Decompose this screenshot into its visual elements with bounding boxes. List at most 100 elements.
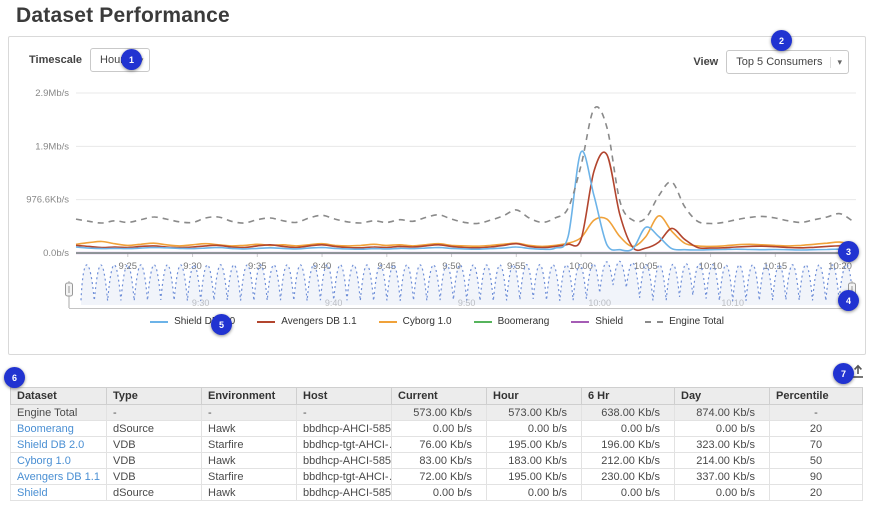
series-engine-total [75, 106, 854, 225]
series-cyborg-1-0 [75, 215, 854, 248]
cell-type: VDB [106, 436, 202, 453]
legend-label: Boomerang [497, 316, 550, 327]
cell-current: 0.00 b/s [391, 420, 487, 437]
performance-chart: 0.0b/s 976.6Kb/s 1.9Mb/s 2.9Mb/s 9:25 9:30 9:3… [26, 88, 856, 309]
brush-tick-label: 10:00 [588, 298, 611, 308]
cell-percentile: 90 [769, 468, 863, 485]
x-axis-label: 9:45 [378, 261, 397, 272]
cell-host: bbdhcp-tgt-AHCI-… [296, 468, 392, 485]
x-axis-label: 9:35 [248, 261, 267, 272]
view-select[interactable]: Top 5 Consumers ▾ [726, 50, 849, 74]
cell-percentile: - [769, 404, 863, 421]
column-header-host[interactable]: Host [296, 387, 392, 405]
column-header-6-hr[interactable]: 6 Hr [581, 387, 675, 405]
cell-hour: 183.00 Kb/s [486, 452, 582, 469]
cell-day: 0.00 b/s [674, 484, 770, 501]
callout-badge-4: 4 [838, 290, 859, 311]
timescale-label: Timescale [29, 54, 83, 66]
cell-percentile: 20 [769, 484, 863, 501]
callout-badge-5: 5 [211, 314, 232, 335]
column-header-current[interactable]: Current [391, 387, 487, 405]
dataset-link[interactable]: Shield [17, 486, 48, 499]
cell-current: 72.00 Kb/s [391, 468, 487, 485]
page-title: Dataset Performance [16, 4, 230, 27]
y-axis-label: 0.0b/s [43, 248, 69, 259]
cell-host: bbdhcp-AHCI-585… [296, 420, 392, 437]
callout-badge-6: 6 [4, 367, 25, 388]
cell-host: bbdhcp-AHCI-585… [296, 452, 392, 469]
column-header-type[interactable]: Type [106, 387, 202, 405]
cell-type: VDB [106, 452, 202, 469]
cell-day: 0.00 b/s [674, 420, 770, 437]
cell-percentile: 70 [769, 436, 863, 453]
cell-type: dSource [106, 484, 202, 501]
dataset-link[interactable]: Cyborg 1.0 [17, 454, 71, 467]
cell-dataset: Engine Total [10, 404, 107, 421]
cell-type: dSource [106, 420, 202, 437]
y-axis-label: 976.6Kb/s [26, 195, 69, 206]
legend-item-boomerang[interactable]: Boomerang [473, 316, 550, 327]
brush-line [80, 260, 853, 301]
table-row: BoomerangdSourceHawkbbdhcp-AHCI-585…0.00… [10, 420, 863, 437]
view-label: View [693, 56, 719, 68]
legend-item-engine-total[interactable]: Engine Total [645, 316, 724, 327]
brush-handle-left[interactable] [65, 282, 73, 297]
cell-hour: 573.00 Kb/s [486, 404, 582, 421]
cell-dataset: Boomerang [10, 420, 107, 437]
x-axis-label: 10:00 [569, 261, 593, 272]
callout-badge-2: 2 [771, 30, 792, 51]
column-header-hour[interactable]: Hour [486, 387, 582, 405]
brush-tick-label: 9:30 [192, 298, 210, 308]
dataset-table: Dataset Type Environment Host Current Hour 6 H… [10, 387, 863, 501]
table-header-row: Dataset Type Environment Host Current Hour 6 H… [10, 387, 863, 405]
legend-item-cyborg-1-0[interactable]: Cyborg 1.0 [378, 316, 452, 327]
legend-item-shield[interactable]: Shield [571, 316, 623, 327]
callout-badge-1: 1 [121, 49, 142, 70]
dataset-link[interactable]: Boomerang [17, 422, 74, 435]
callout-badge-3: 3 [838, 241, 859, 262]
series-shield-db-2-0 [75, 150, 854, 252]
cell-current: 573.00 Kb/s [391, 404, 487, 421]
cell-6-hr: 0.00 b/s [581, 484, 675, 501]
x-axis-label: 9:50 [442, 261, 461, 272]
table-row: Engine Total - - -573.00 Kb/s 573.00 Kb/s 638… [10, 404, 863, 421]
legend-item-shield-db-2-0[interactable]: Shield DB 2.0 [150, 316, 235, 327]
cell-day: 214.00 Kb/s [674, 452, 770, 469]
cell-current: 83.00 Kb/s [391, 452, 487, 469]
column-header-environment[interactable]: Environment [201, 387, 297, 405]
brush-tick-label: 9:50 [458, 298, 476, 308]
cell-environment: Starfire [201, 436, 297, 453]
legend-item-avengers-db-1-1[interactable]: Avengers DB 1.1 [257, 316, 357, 327]
cell-dataset: Shield DB 2.0 [10, 436, 107, 453]
column-header-dataset[interactable]: Dataset [10, 387, 107, 405]
column-header-day[interactable]: Day [674, 387, 770, 405]
legend-label: Engine Total [669, 316, 724, 327]
cell-day: 874.00 Kb/s [674, 404, 770, 421]
view-control: View Top 5 Consumers ▾ [693, 50, 849, 74]
cell-host: - [296, 404, 392, 421]
callout-badge-7: 7 [833, 363, 854, 384]
table-row: Avengers DB 1.1 VDB Starfire bbdhcp-tgt-AHC… [10, 468, 863, 485]
cell-day: 323.00 Kb/s [674, 436, 770, 453]
cell-host: bbdhcp-AHCI-585… [296, 484, 392, 501]
x-axis-label: 10:10 [699, 261, 723, 272]
cell-6-hr: 0.00 b/s [581, 420, 675, 437]
chart-legend: Shield DB 2.0 Avengers DB 1.1 Cyborg 1.0 Bo… [9, 316, 865, 327]
timescale-control: Timescale Hour ▾ [29, 48, 151, 72]
dataset-link[interactable]: Avengers DB 1.1 [17, 470, 100, 483]
cell-host: bbdhcp-tgt-AHCI-… [296, 436, 392, 453]
export-icon [853, 364, 863, 378]
column-header-percentile[interactable]: Percentile [769, 387, 863, 405]
legend-swatch [571, 320, 590, 323]
cell-type: - [106, 404, 202, 421]
legend-swatch [645, 320, 664, 323]
export-button[interactable] [850, 364, 866, 380]
dataset-link[interactable]: Shield DB 2.0 [17, 438, 85, 451]
cell-hour: 0.00 b/s [486, 484, 582, 501]
cell-day: 337.00 Kb/s [674, 468, 770, 485]
legend-label: Cyborg 1.0 [402, 316, 452, 327]
y-axis-label: 2.9Mb/s [35, 88, 69, 99]
x-axis-label: 9:40 [313, 261, 332, 272]
brush-area [81, 261, 853, 305]
